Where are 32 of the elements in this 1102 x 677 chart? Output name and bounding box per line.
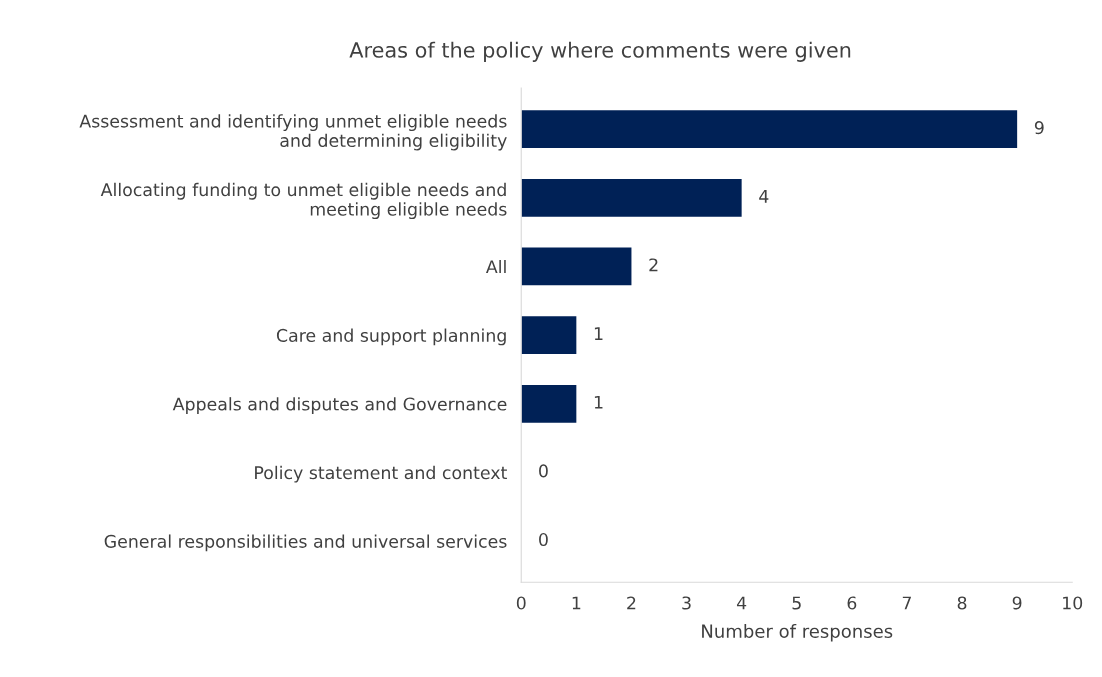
bar <box>521 384 577 423</box>
data-label: 0 <box>539 464 548 478</box>
bar <box>521 247 632 286</box>
y-tick-label: Assessment and identifying unmet eligible needs and determining eligibility <box>79 114 507 151</box>
data-label: 1 <box>594 395 603 409</box>
x-tick-label: 10 <box>1063 596 1083 610</box>
y-tick-label: Appeals and disputes and Governance <box>172 397 507 414</box>
x-axis-title: Number of responses <box>702 624 893 642</box>
y-tick-label: Allocating funding to unmet eligible needs and meeting eligible needs <box>100 182 507 220</box>
x-tick-label: 7 <box>902 596 911 610</box>
x-tick-label: 0 <box>516 596 526 610</box>
x-tick-label: 9 <box>1012 596 1022 610</box>
data-label: 9 <box>1034 121 1044 135</box>
bar <box>521 178 742 217</box>
bar <box>521 316 577 354</box>
data-label: 0 <box>539 532 548 547</box>
data-label: 1 <box>594 327 603 340</box>
x-tick-label: 1 <box>572 596 581 610</box>
chart-title: Areas of the policy where comments were given <box>349 41 851 62</box>
x-tick-label: 8 <box>957 596 967 610</box>
x-tick-label: 6 <box>847 596 857 610</box>
x-tick-label: 2 <box>627 596 636 610</box>
x-tick-label: 3 <box>682 596 691 610</box>
y-tick-label: All <box>485 259 506 274</box>
data-label: 2 <box>649 258 658 272</box>
x-tick-label: 5 <box>792 596 801 610</box>
x-tick-label: 4 <box>736 596 747 610</box>
y-tick-label: Policy statement and context <box>255 465 507 483</box>
data-label: 4 <box>759 189 769 203</box>
bar <box>521 110 1018 149</box>
y-tick-label: General responsibilities and universal services <box>104 534 507 552</box>
y-tick-label: Care and support planning <box>276 328 506 346</box>
